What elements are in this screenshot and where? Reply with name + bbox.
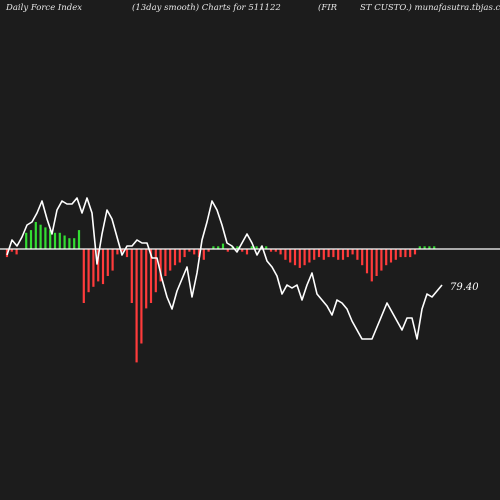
negative-bar xyxy=(284,249,287,260)
negative-bar xyxy=(82,249,85,303)
negative-bar xyxy=(375,249,378,276)
negative-bar xyxy=(356,249,359,260)
positive-bar xyxy=(433,246,436,249)
negative-bar xyxy=(269,249,273,252)
negative-bar xyxy=(145,249,148,309)
negative-bar xyxy=(394,249,397,260)
smoothed-line xyxy=(6,197,443,340)
negative-bar xyxy=(399,249,402,258)
negative-bar xyxy=(149,249,153,303)
negative-bar xyxy=(202,249,205,260)
chart-title-part3: (FIR xyxy=(318,3,337,13)
negative-bar xyxy=(116,249,119,255)
negative-bar xyxy=(92,249,95,287)
negative-bar xyxy=(188,249,191,252)
negative-bar xyxy=(274,249,277,252)
positive-bar xyxy=(34,222,37,249)
negative-bar xyxy=(409,249,412,258)
negative-bar xyxy=(226,249,229,252)
positive-bar xyxy=(236,246,239,249)
positive-bar xyxy=(428,246,431,249)
positive-bar xyxy=(29,230,33,249)
negative-bar xyxy=(293,249,297,266)
negative-bar xyxy=(385,249,388,266)
positive-bar xyxy=(418,246,421,249)
negative-bar xyxy=(380,249,383,271)
positive-bar xyxy=(255,246,258,249)
negative-bar xyxy=(341,249,345,260)
negative-bar xyxy=(337,249,340,260)
negative-bar xyxy=(298,249,301,268)
negative-bar xyxy=(413,249,417,255)
negative-bar xyxy=(101,249,105,285)
negative-bar xyxy=(370,249,373,282)
negative-bar xyxy=(207,249,210,252)
negative-bar xyxy=(135,249,138,363)
negative-bar xyxy=(10,249,13,252)
negative-bar xyxy=(313,249,316,260)
force-index-bars xyxy=(5,222,436,363)
negative-bar xyxy=(303,249,306,266)
positive-bar xyxy=(250,246,253,249)
positive-bar xyxy=(49,230,52,249)
negative-bar xyxy=(241,249,244,252)
negative-bar xyxy=(193,249,196,255)
positive-bar xyxy=(44,227,47,249)
positive-bar xyxy=(212,246,215,249)
negative-bar xyxy=(346,249,349,258)
positive-bar xyxy=(73,238,76,249)
negative-bar xyxy=(125,249,129,258)
negative-bar xyxy=(140,249,143,344)
last-value-label: 79.40 xyxy=(450,282,479,293)
negative-bar xyxy=(159,249,162,282)
positive-bar xyxy=(25,232,28,249)
negative-bar xyxy=(365,249,369,274)
positive-bar xyxy=(39,224,42,249)
negative-bar xyxy=(97,249,100,282)
negative-bar xyxy=(111,249,114,271)
positive-bar xyxy=(217,246,220,249)
chart-title-part2: (13day smooth) Charts for 511122 xyxy=(132,3,281,13)
positive-bar xyxy=(58,232,61,249)
negative-bar xyxy=(389,249,393,263)
negative-bar xyxy=(106,249,109,276)
negative-bar xyxy=(332,249,335,258)
negative-bar xyxy=(317,249,321,258)
negative-bar xyxy=(245,249,249,255)
negative-bar xyxy=(173,249,177,266)
negative-bar xyxy=(361,249,364,266)
negative-bar xyxy=(164,249,167,276)
positive-bar xyxy=(221,243,225,249)
positive-bar xyxy=(265,246,268,249)
negative-bar xyxy=(327,249,330,258)
positive-bar xyxy=(68,238,71,249)
negative-bar xyxy=(121,249,124,252)
positive-bar xyxy=(77,230,81,249)
negative-bar xyxy=(183,249,186,258)
negative-bar xyxy=(197,249,201,258)
chart-title-part1: Daily Force Index xyxy=(6,3,83,13)
positive-bar xyxy=(423,246,426,249)
negative-bar xyxy=(15,249,18,255)
positive-bar xyxy=(63,235,66,249)
negative-bar xyxy=(404,249,407,258)
negative-bar xyxy=(308,249,311,263)
negative-bar xyxy=(279,249,282,255)
negative-bar xyxy=(130,249,133,303)
negative-bar xyxy=(322,249,325,260)
negative-bar xyxy=(169,249,172,271)
chart-title-part4: ST CUSTO.) munafasutra.tbjas.com xyxy=(360,3,500,13)
negative-bar xyxy=(289,249,292,263)
negative-bar xyxy=(351,249,354,255)
negative-bar xyxy=(154,249,157,293)
negative-bar xyxy=(87,249,90,293)
negative-bar xyxy=(178,249,181,263)
positive-bar xyxy=(53,232,57,249)
